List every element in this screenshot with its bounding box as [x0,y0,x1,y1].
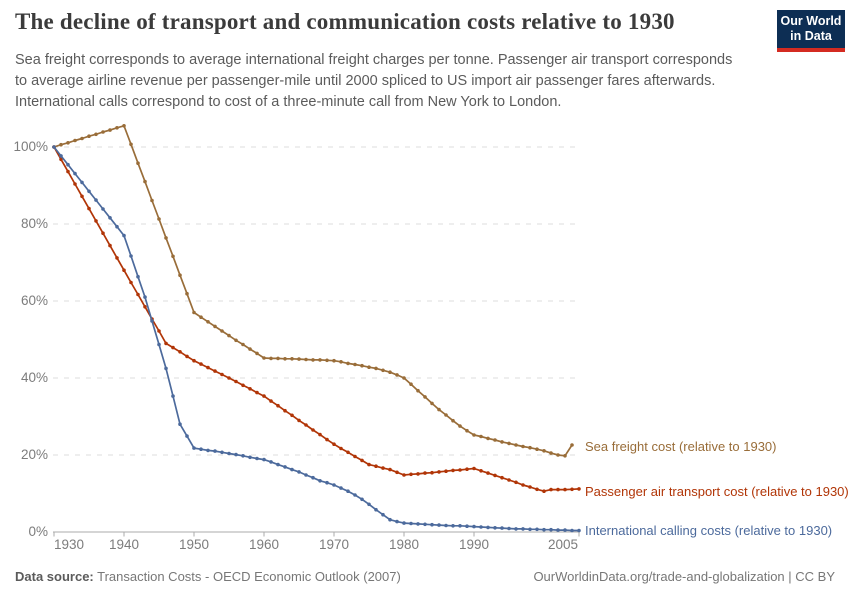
y-axis-label: 60% [20,293,48,308]
page-title: The decline of transport and communicati… [15,9,675,34]
data-source-label: Data source: [15,569,94,584]
series-line-sea-freight [53,124,573,457]
x-axis-label: 1930 [54,537,85,552]
series-passenger-air [52,145,581,494]
y-axis-label: 100% [13,139,48,154]
y-axis-label: 20% [20,447,48,462]
x-axis-label: 1980 [388,537,420,552]
y-axis-label: 0% [28,524,48,539]
series-label-passenger-air: Passenger air transport cost (relative t… [585,484,849,499]
data-source-value: Transaction Costs - OECD Economic Outloo… [93,569,401,584]
series-label-international-calls: International calling costs (relative to… [585,523,833,538]
series-line-passenger-air [53,146,580,493]
y-axis-label: 80% [20,216,48,231]
x-axis-label: 1940 [108,537,140,552]
chart-footer: Data source: Transaction Costs - OECD Ec… [15,569,835,584]
owid-footer-link[interactable]: OurWorldinData.org/trade-and-globalizati… [533,569,835,584]
series-international-calls [52,145,581,533]
x-axis-label: 1950 [178,537,210,552]
y-axis-label: 40% [20,370,48,385]
series-line-international-calls [53,146,579,532]
owid-logo-line1: Our World [780,14,842,28]
owid-logo-line2: in Data [790,29,832,43]
x-axis-label: 1970 [318,537,350,552]
series-label-sea-freight: Sea freight cost (relative to 1930) [585,439,777,454]
owid-logo[interactable]: Our World in Data [777,10,845,52]
x-axis-label: 2005 [547,537,578,552]
x-axis-label: 1990 [458,537,490,552]
chart-subtitle: Sea freight corresponds to average inter… [15,52,733,110]
data-source: Data source: Transaction Costs - OECD Ec… [15,569,401,584]
series-sea-freight [52,124,574,458]
x-axis-label: 1960 [248,537,280,552]
